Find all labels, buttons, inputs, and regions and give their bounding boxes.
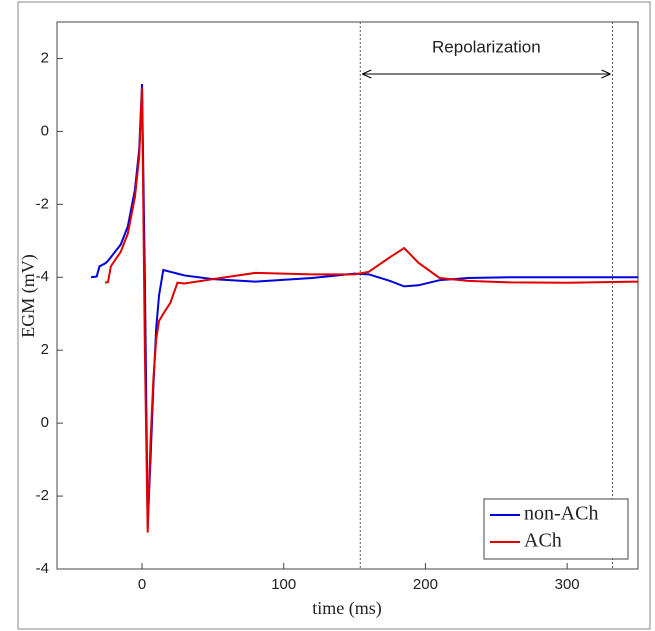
x-tick-label: 0 [138, 576, 146, 593]
x-tick-label: 100 [271, 576, 296, 593]
axes-box [56, 21, 639, 570]
arrow-head [362, 69, 611, 79]
y-tick-label: -4 [36, 268, 49, 285]
annotation-text: Repolarization [432, 37, 541, 56]
x-axis-label: time (ms) [312, 598, 382, 619]
y-tick-label: -2 [36, 487, 49, 504]
x-tick-label: 200 [413, 576, 438, 593]
series-line [104, 87, 639, 533]
y-tick-label: -4 [36, 560, 49, 577]
x-tick-label: 300 [555, 576, 580, 593]
y-tick-label: 2 [41, 341, 49, 358]
y-tick-label: 0 [41, 414, 49, 431]
frame [17, 1, 651, 630]
legend-label: non-ACh [524, 503, 598, 525]
legend-box [483, 498, 629, 560]
y-axis-label: EGM (mV) [18, 254, 39, 338]
series-line [90, 83, 638, 526]
legend-label: ACh [524, 530, 562, 552]
y-tick-label: -2 [36, 195, 49, 212]
y-tick-label: 2 [41, 49, 49, 66]
y-tick-label: 0 [41, 122, 49, 139]
